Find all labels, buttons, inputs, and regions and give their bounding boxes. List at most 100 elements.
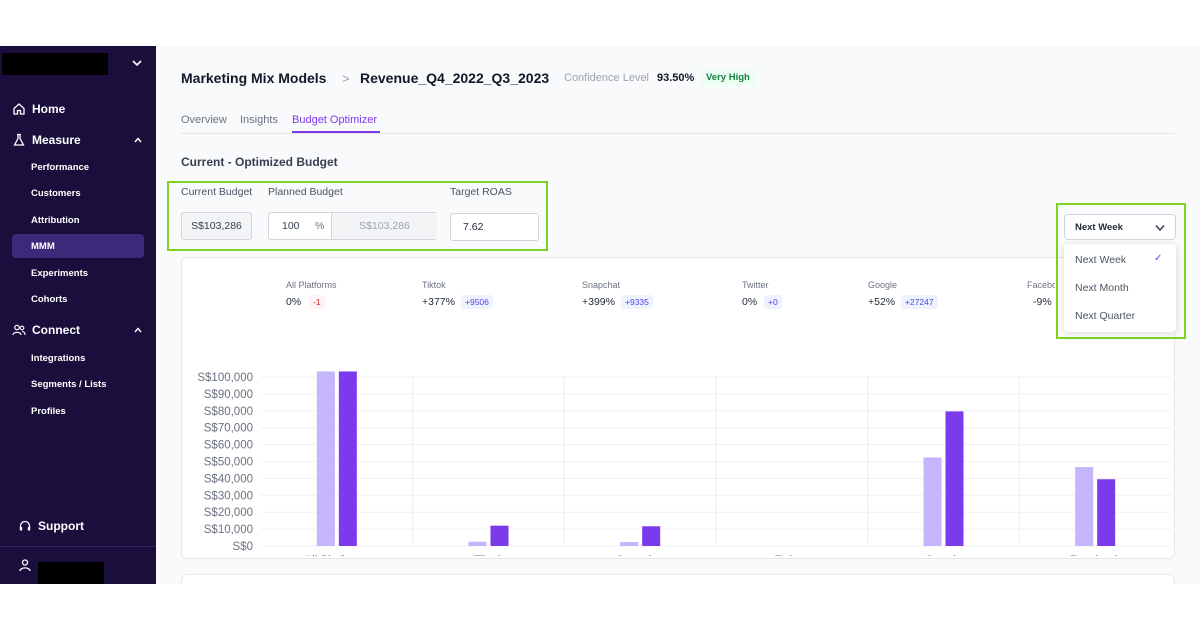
x-tick-label: Tiktok (473, 555, 503, 556)
y-tick-label: S$30,000 (204, 490, 253, 502)
sidebar-item-label: Support (38, 519, 84, 533)
user-icon[interactable] (18, 558, 32, 572)
section-title: Current - Optimized Budget (181, 155, 338, 169)
sidebar-item-profiles[interactable]: Profiles (31, 406, 66, 417)
platform-name: Twitter (742, 280, 769, 290)
home-icon (13, 103, 25, 115)
bar-current (316, 371, 335, 546)
y-tick-label: S$0 (233, 541, 253, 553)
sidebar-item-measure[interactable]: Measure (12, 133, 81, 147)
main-content: Marketing Mix Models > Revenue_Q4_2022_Q… (156, 46, 1200, 584)
sidebar-item-label: Measure (32, 133, 81, 147)
current-budget-label: Current Budget (181, 186, 253, 198)
planned-budget-label: Planned Budget (268, 186, 343, 198)
confidence-value: 93.50% (657, 72, 695, 84)
budget-bar-chart: S$100,000 S$90,000 S$80,000 S$70,000 S$60,00… (197, 371, 1171, 556)
bar-optimized (945, 411, 964, 546)
platform-name: Tiktok (422, 280, 446, 290)
active-item-highlight (12, 234, 144, 258)
sidebar-item-connect[interactable]: Connect (12, 323, 80, 337)
x-tick-label: Facebook (1070, 555, 1121, 556)
platform-change: 0% (742, 296, 758, 308)
org-name-redacted[interactable] (2, 53, 108, 75)
tabs-divider (181, 133, 1175, 134)
platform-change: +52% (868, 296, 896, 308)
platform-delta-badge: +9335 (621, 295, 653, 309)
platform-delta-badge: +9506 (461, 295, 493, 309)
budget-inputs-highlight (167, 181, 548, 251)
sidebar-item-experiments[interactable]: Experiments (31, 268, 89, 279)
sidebar-item-customers[interactable]: Customers (31, 188, 81, 199)
target-roas-value[interactable]: 7.62 (463, 221, 484, 233)
chevron-up-icon[interactable] (133, 325, 143, 335)
y-tick-label: S$10,000 (204, 524, 253, 536)
breadcrumb-root[interactable]: Marketing Mix Models (181, 70, 327, 86)
dropdown-option-next-week[interactable]: Next Week (1075, 254, 1127, 266)
x-tick-label: Twitter (775, 555, 809, 556)
planned-budget-amount: S$103,286 (331, 213, 437, 239)
period-dropdown-menu: Next Week ✓ Next Month Next Quarter (1064, 244, 1176, 332)
sidebar-divider (0, 546, 156, 547)
sidebar-item-cohorts[interactable]: Cohorts (31, 294, 68, 305)
y-tick-label: S$40,000 (204, 473, 253, 485)
tab-overview[interactable]: Overview (181, 114, 227, 126)
platform-change: -9% (1033, 296, 1052, 308)
sidebar-item-label: Home (32, 102, 66, 116)
dropdown-highlight (1056, 203, 1186, 339)
dropdown-option-next-month[interactable]: Next Month (1075, 282, 1129, 294)
sidebar: Home Measure Performance Customers Attri… (0, 46, 156, 584)
platform-name: Snapchat (582, 280, 621, 290)
chevron-down-icon[interactable] (131, 57, 143, 69)
bar-current (923, 457, 942, 546)
headset-icon (19, 520, 31, 531)
sidebar-item-segments[interactable]: Segments / Lists (31, 379, 107, 390)
y-tick-label: S$20,000 (204, 507, 253, 519)
sidebar-item-support[interactable]: Support (18, 519, 84, 533)
sidebar-item-label: Connect (32, 323, 80, 337)
planned-pct-input[interactable]: 100 (282, 220, 300, 232)
bar-current (1075, 467, 1094, 546)
chevron-up-icon[interactable] (133, 135, 143, 145)
sidebar-item-performance[interactable]: Performance (31, 162, 90, 173)
bar-optimized (1097, 479, 1116, 546)
check-icon: ✓ (1154, 253, 1163, 264)
bar-current (468, 541, 487, 546)
platform-change: 0% (286, 296, 302, 308)
platform-delta-badge: -1 (309, 295, 325, 309)
tab-insights[interactable]: Insights (240, 114, 278, 126)
target-roas-input[interactable]: 7.62 (450, 213, 539, 241)
bar-current (620, 542, 639, 546)
user-name-redacted[interactable] (38, 562, 104, 584)
x-tick-label: All Platforms (305, 555, 370, 556)
dropdown-option-next-quarter[interactable]: Next Quarter (1075, 310, 1136, 322)
planned-budget-field[interactable]: 100 % S$103,286 (268, 212, 437, 240)
users-icon (12, 324, 26, 336)
period-selected: Next Week (1075, 221, 1123, 233)
y-tick-label: S$100,000 (197, 372, 253, 384)
bar-optimized (490, 525, 509, 546)
tab-budget-optimizer[interactable]: Budget Optimizer (292, 114, 377, 126)
x-tick-label: Snapchat (616, 555, 665, 556)
platform-change: +399% (582, 296, 615, 308)
target-roas-label: Target ROAS (450, 186, 512, 198)
flask-icon (13, 133, 25, 146)
platform-change: +377% (422, 296, 455, 308)
sidebar-item-integrations[interactable]: Integrations (31, 353, 86, 364)
sidebar-item-mmm[interactable]: MMM (31, 241, 55, 252)
breadcrumb-separator: > (342, 71, 350, 86)
period-dropdown[interactable]: Next Week (1064, 214, 1176, 240)
platform-name: All Platforms (286, 280, 337, 290)
current-budget-field: S$103,286 (181, 212, 252, 240)
bar-optimized (642, 526, 661, 546)
active-tab-indicator (292, 131, 380, 133)
secondary-card (181, 574, 1175, 584)
platform-delta-badge: +27247 (901, 295, 938, 309)
x-tick-label: Google (925, 555, 962, 556)
sidebar-item-attribution[interactable]: Attribution (31, 215, 80, 226)
y-tick-label: S$60,000 (204, 440, 253, 452)
sidebar-item-home[interactable]: Home (12, 102, 65, 116)
confidence-label: Confidence Level (564, 72, 650, 84)
platform-name: Google (868, 280, 898, 290)
page-title: Revenue_Q4_2022_Q3_2023 (360, 70, 550, 86)
chevron-down-icon (1155, 225, 1165, 232)
